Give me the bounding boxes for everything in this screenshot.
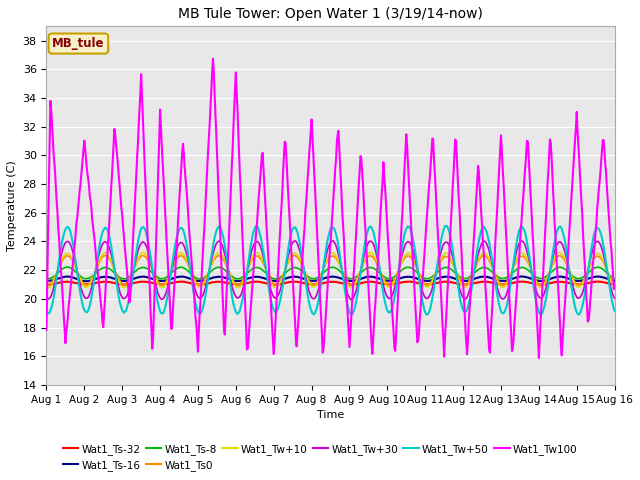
Legend: Wat1_Ts-32, Wat1_Ts-16, Wat1_Ts-8, Wat1_Ts0, Wat1_Tw+10, Wat1_Tw+30, Wat1_Tw+50,: Wat1_Ts-32, Wat1_Ts-16, Wat1_Ts-8, Wat1_… xyxy=(58,439,582,475)
X-axis label: Time: Time xyxy=(317,410,344,420)
Title: MB Tule Tower: Open Water 1 (3/19/14-now): MB Tule Tower: Open Water 1 (3/19/14-now… xyxy=(178,7,483,21)
Text: MB_tule: MB_tule xyxy=(52,37,105,50)
Y-axis label: Temperature (C): Temperature (C) xyxy=(7,160,17,251)
